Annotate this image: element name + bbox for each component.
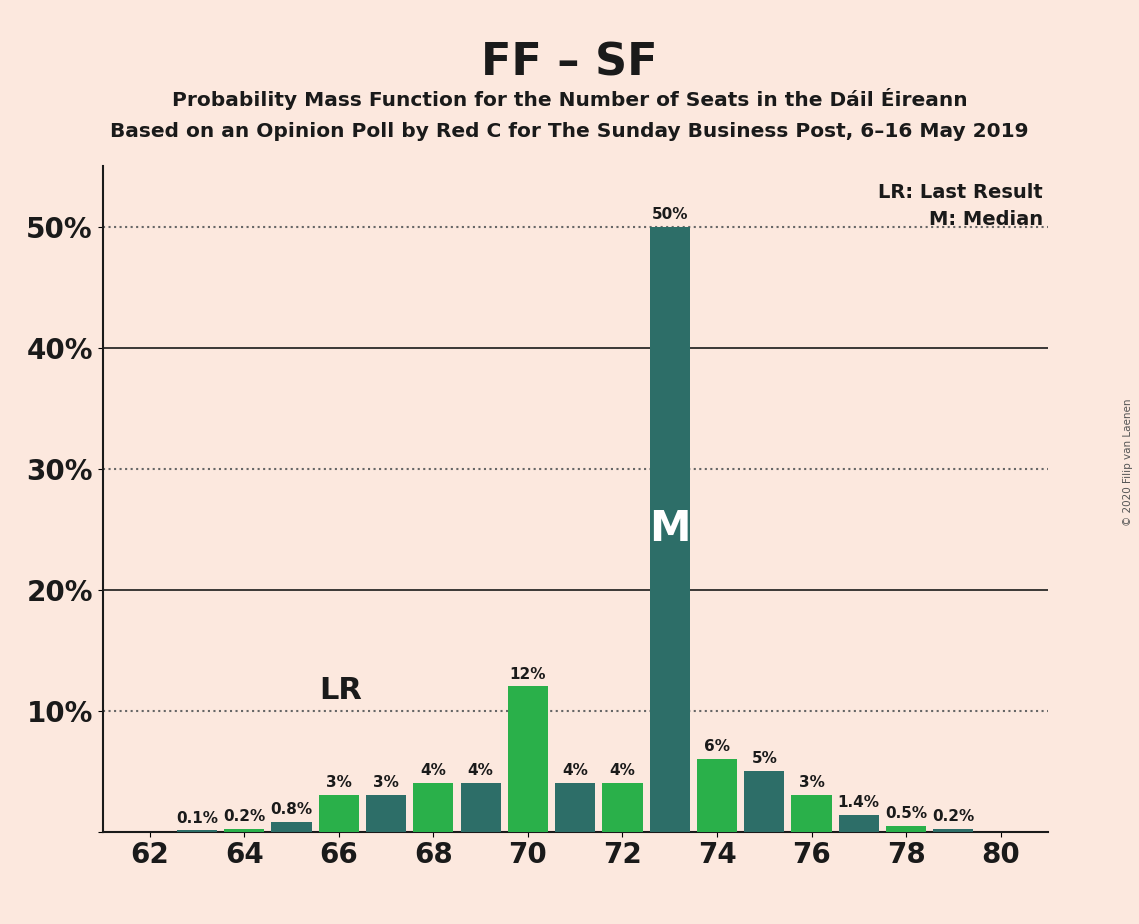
- Text: FF – SF: FF – SF: [482, 42, 657, 85]
- Text: 5%: 5%: [752, 751, 777, 766]
- Text: 4%: 4%: [420, 763, 446, 778]
- Text: 50%: 50%: [652, 207, 688, 222]
- Text: 6%: 6%: [704, 739, 730, 754]
- Text: 0.2%: 0.2%: [932, 809, 975, 824]
- Bar: [603, 784, 642, 832]
- Bar: [649, 226, 690, 832]
- Text: Probability Mass Function for the Number of Seats in the Dáil Éireann: Probability Mass Function for the Number…: [172, 88, 967, 110]
- Bar: [744, 772, 785, 832]
- Bar: [838, 815, 879, 832]
- Bar: [933, 829, 974, 832]
- Text: 0.5%: 0.5%: [885, 806, 927, 821]
- Bar: [886, 825, 926, 832]
- Text: M: M: [649, 508, 690, 550]
- Bar: [697, 759, 737, 832]
- Bar: [319, 796, 359, 832]
- Bar: [792, 796, 831, 832]
- Text: 0.2%: 0.2%: [223, 809, 265, 824]
- Bar: [555, 784, 596, 832]
- Bar: [271, 822, 312, 832]
- Bar: [508, 687, 548, 832]
- Text: 3%: 3%: [326, 775, 352, 790]
- Text: © 2020 Filip van Laenen: © 2020 Filip van Laenen: [1123, 398, 1133, 526]
- Text: 4%: 4%: [468, 763, 493, 778]
- Bar: [224, 829, 264, 832]
- Text: M: Median: M: Median: [929, 210, 1043, 228]
- Text: 12%: 12%: [509, 666, 547, 682]
- Bar: [413, 784, 453, 832]
- Text: LR: LR: [320, 675, 362, 705]
- Text: 1.4%: 1.4%: [838, 795, 879, 809]
- Text: 3%: 3%: [374, 775, 399, 790]
- Text: Based on an Opinion Poll by Red C for The Sunday Business Post, 6–16 May 2019: Based on an Opinion Poll by Red C for Th…: [110, 122, 1029, 141]
- Text: 4%: 4%: [609, 763, 636, 778]
- Text: 0.8%: 0.8%: [271, 802, 312, 817]
- Text: 3%: 3%: [798, 775, 825, 790]
- Bar: [366, 796, 407, 832]
- Text: LR: Last Result: LR: Last Result: [878, 183, 1043, 202]
- Text: 4%: 4%: [563, 763, 588, 778]
- Bar: [460, 784, 501, 832]
- Bar: [177, 831, 218, 832]
- Text: 0.1%: 0.1%: [177, 810, 218, 825]
